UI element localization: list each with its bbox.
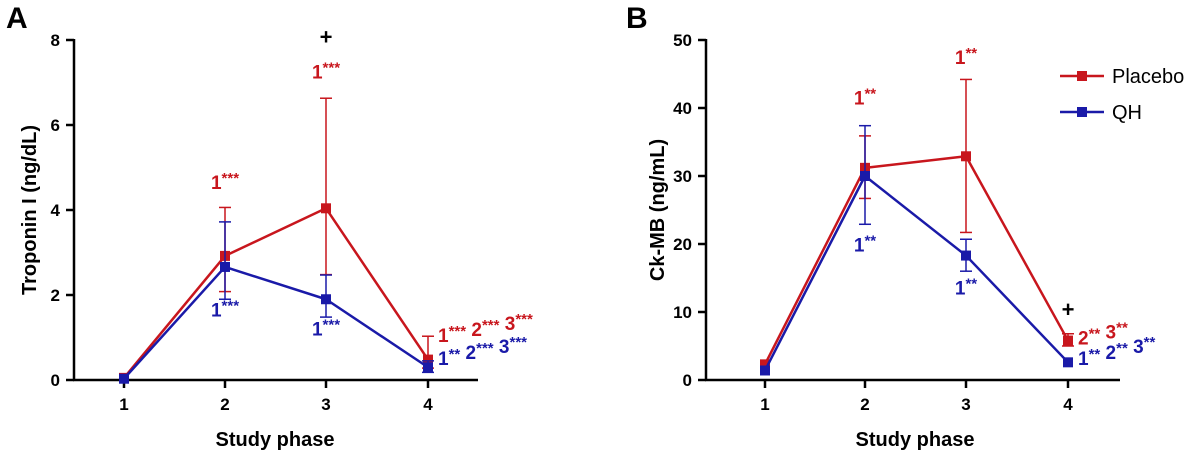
- panel-a-qh-point: [220, 261, 230, 272]
- panel-b-placebo-point: [760, 359, 770, 370]
- panel-b-qh-annotation: 1**: [955, 275, 977, 299]
- panel-a-y-tick-label: 6: [51, 116, 60, 135]
- panel-a-x-tick-label: 2: [220, 395, 229, 414]
- panel-b-x-tick-label: 2: [860, 395, 869, 414]
- panel-a-y-tick-label: 8: [51, 31, 60, 50]
- legend-placebo-label: Placebo: [1112, 66, 1184, 88]
- panel-b-qh-point: [961, 250, 971, 261]
- panel-a-y-tick-label: 2: [51, 286, 60, 305]
- legend-placebo-marker: [1077, 71, 1087, 81]
- panel-a-placebo-point: [321, 203, 331, 214]
- panel-b-placebo-annotation: 1**: [854, 86, 876, 110]
- panel-a-significance-plus: +: [320, 24, 333, 49]
- panel-b-qh-point: [1063, 357, 1073, 368]
- panel-b-axes: 0 10 20 30 40 50 1 2 3 4: [673, 31, 1120, 414]
- panel-b-qh-annotation: 1** 2** 3**: [1078, 334, 1156, 370]
- panel-b-label: B: [626, 2, 648, 35]
- panel-a-x-tick-label: 1: [119, 395, 128, 414]
- panel-a-placebo-annotation: 1***: [211, 170, 239, 194]
- panel-b-placebo-point: [1063, 335, 1073, 346]
- panel-a-qh-annotation: 1** 2*** 3***: [438, 334, 527, 370]
- panel-a-x-tick-label: 3: [321, 395, 330, 414]
- panel-a-y-axis-title: Troponin I (ng/dL): [19, 125, 41, 295]
- panel-a-plot: 1*** 1*** 1*** 2*** 3*** 1*** 1*** 1** 2*** 3…: [119, 24, 533, 384]
- panel-a-label: A: [6, 2, 28, 35]
- panel-a-axes: 0 2 4 6 8 1 2 3 4: [51, 31, 478, 414]
- panel-b-placebo-point: [961, 151, 971, 162]
- panel-b-qh-series-line: [763, 174, 1069, 372]
- panel-b-placebo-annotation: 2** 3**: [1078, 320, 1128, 350]
- legend-qh-label: QH: [1112, 102, 1142, 124]
- panel-b-y-tick-label: 20: [673, 235, 692, 254]
- panel-b-x-tick-label: 1: [760, 395, 769, 414]
- panel-a-placebo-annotation: 1*** 2*** 3***: [438, 311, 533, 347]
- panel-a-qh-point: [119, 373, 129, 384]
- panel-a-placebo-point: [423, 354, 433, 365]
- panel-a-qh-series-line: [123, 265, 429, 380]
- panel-b-y-tick-label: 10: [673, 303, 692, 322]
- panel-b-y-axis-title: Ck-MB (ng/mL): [647, 139, 669, 281]
- panel-a-qh-point: [321, 294, 331, 305]
- panel-a-placebo-annotation: 1***: [312, 59, 340, 83]
- panel-b-placebo-series-line: [763, 155, 1070, 365]
- panel-b-significance-plus: +: [1062, 297, 1075, 322]
- panel-a-qh-annotation: 1***: [211, 297, 239, 321]
- panel-b-y-tick-label: 50: [673, 31, 692, 50]
- panel-b-plot: 1** 1** 2** 3** 1** 1** 1** 2** 3**+: [760, 45, 1156, 376]
- panel-b-qh-annotation: 1**: [854, 232, 876, 256]
- panel-a-y-tick-label: 0: [51, 371, 60, 390]
- panel-b-placebo-annotation: 1**: [955, 45, 977, 69]
- panel-a-x-axis-title: Study phase: [216, 429, 335, 451]
- panel-a-x-tick-label: 4: [423, 395, 433, 414]
- panel-b-y-tick-label: 40: [673, 99, 692, 118]
- panel-a-qh-annotation: 1***: [312, 316, 340, 340]
- panel-b-x-axis-title: Study phase: [856, 429, 975, 451]
- panel-b-qh-point: [760, 365, 770, 376]
- panel-b-y-tick-label: 30: [673, 167, 692, 186]
- panel-b-qh-point: [860, 171, 870, 181]
- legend-qh-marker: [1077, 107, 1087, 117]
- panel-b-x-tick-label: 4: [1063, 395, 1073, 414]
- panel-b-y-tick-label: 0: [683, 371, 692, 390]
- panel-a-placebo-series-line: [123, 207, 430, 379]
- panel-b-x-tick-label: 3: [961, 395, 970, 414]
- panel-a-y-tick-label: 4: [51, 201, 61, 220]
- panel-a-qh-point: [423, 362, 433, 373]
- legend: Placebo QH: [1060, 66, 1184, 124]
